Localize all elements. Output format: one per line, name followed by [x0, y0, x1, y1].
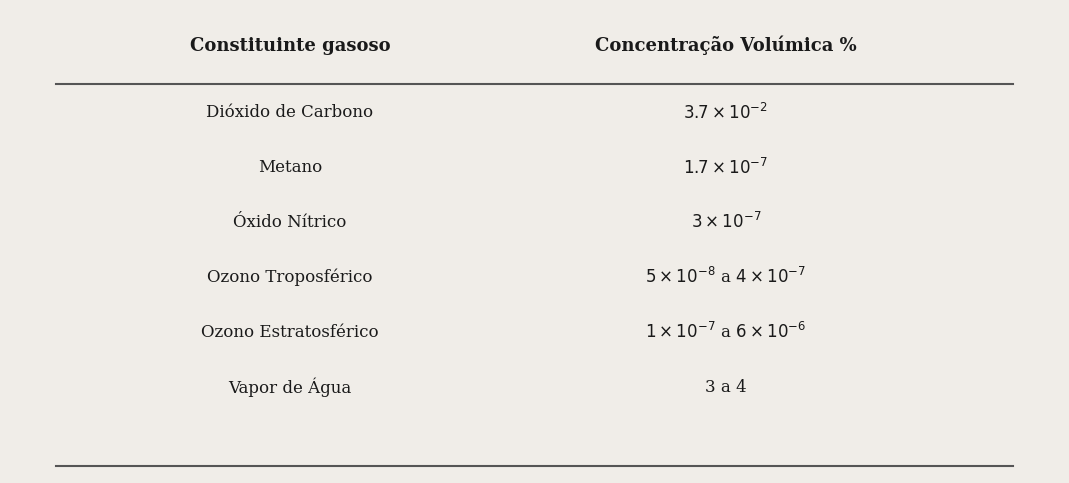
Text: Dióxido de Carbono: Dióxido de Carbono	[206, 104, 373, 121]
Text: $1 \times 10^{-7}$ a $6 \times 10^{-6}$: $1 \times 10^{-7}$ a $6 \times 10^{-6}$	[646, 322, 806, 342]
Text: Concentração Volúmica %: Concentração Volúmica %	[595, 36, 856, 56]
Text: 3 a 4: 3 a 4	[706, 379, 747, 396]
Text: Vapor de Água: Vapor de Água	[229, 377, 352, 397]
Text: Óxido Nítrico: Óxido Nítrico	[233, 214, 346, 231]
Text: Constituinte gasoso: Constituinte gasoso	[189, 37, 390, 55]
Text: $5 \times 10^{-8}$ a $4 \times 10^{-7}$: $5 \times 10^{-8}$ a $4 \times 10^{-7}$	[646, 267, 806, 287]
Text: $1.7 \times 10^{-7}$: $1.7 \times 10^{-7}$	[683, 157, 769, 178]
Text: Ozono Troposférico: Ozono Troposférico	[207, 269, 373, 286]
Text: Metano: Metano	[258, 159, 322, 176]
Text: $3.7 \times 10^{-2}$: $3.7 \times 10^{-2}$	[683, 102, 769, 123]
Text: $3 \times 10^{-7}$: $3 \times 10^{-7}$	[691, 213, 761, 232]
Text: Ozono Estratosférico: Ozono Estratosférico	[201, 324, 378, 341]
